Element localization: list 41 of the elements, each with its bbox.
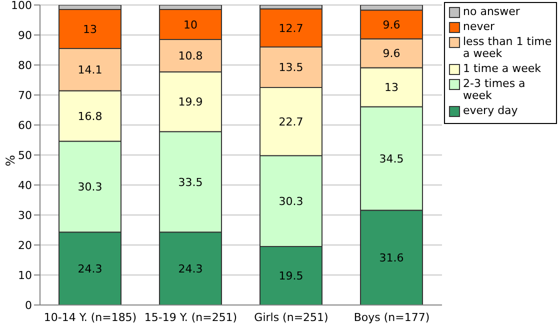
data-label: 33.5 — [178, 176, 203, 189]
y-tick-label: 20 — [18, 238, 32, 252]
data-label: 31.6 — [379, 252, 404, 265]
y-tick-label: 10 — [18, 268, 32, 282]
y-tick-label: 0 — [25, 298, 32, 312]
y-tick-label: 30 — [18, 208, 32, 222]
x-tick-label: Girls (n=251) — [254, 310, 328, 324]
y-tick-label: 60 — [18, 118, 32, 132]
data-label: 24.3 — [78, 262, 102, 276]
y-tick-label: 70 — [18, 88, 32, 102]
data-label: 13.5 — [278, 61, 304, 74]
data-label: 30.3 — [78, 180, 102, 194]
y-tick-label: 80 — [18, 58, 32, 72]
legend-label: never — [463, 20, 495, 33]
data-label: 9.6 — [382, 18, 400, 32]
data-label: 10.8 — [178, 50, 203, 63]
data-label: 30.3 — [278, 194, 304, 208]
data-label: 13 — [83, 22, 97, 36]
y-tick-label: 90 — [18, 28, 32, 42]
y-tick-label: 50 — [18, 148, 32, 162]
legend-label: less than 1 time a week — [463, 35, 553, 60]
data-label: 9.6 — [382, 47, 400, 60]
legend-label: every day — [463, 104, 518, 117]
data-label: 34.5 — [379, 152, 404, 166]
y-tick-label: 100 — [11, 0, 32, 12]
data-label: 13 — [384, 81, 398, 94]
data-label: 14.1 — [78, 64, 102, 77]
data-label: 16.8 — [78, 110, 102, 123]
data-label: 12.7 — [278, 22, 304, 35]
data-label: 10 — [184, 18, 198, 32]
data-label: 19.5 — [278, 270, 304, 283]
legend-label: no answer — [463, 5, 520, 18]
x-tick-label: Boys (n=177) — [354, 310, 430, 324]
legend-label: 1 time a week — [463, 62, 541, 75]
x-tick-label: 10-14 Y. (n=185) — [44, 310, 137, 324]
y-tick-label: 40 — [18, 178, 32, 192]
data-label: 24.3 — [178, 262, 203, 276]
data-label: 22.7 — [278, 115, 304, 128]
x-tick-label: 15-19 Y. (n=251) — [144, 310, 238, 324]
data-label: 19.9 — [178, 96, 203, 109]
y-axis-title: % — [3, 155, 18, 166]
